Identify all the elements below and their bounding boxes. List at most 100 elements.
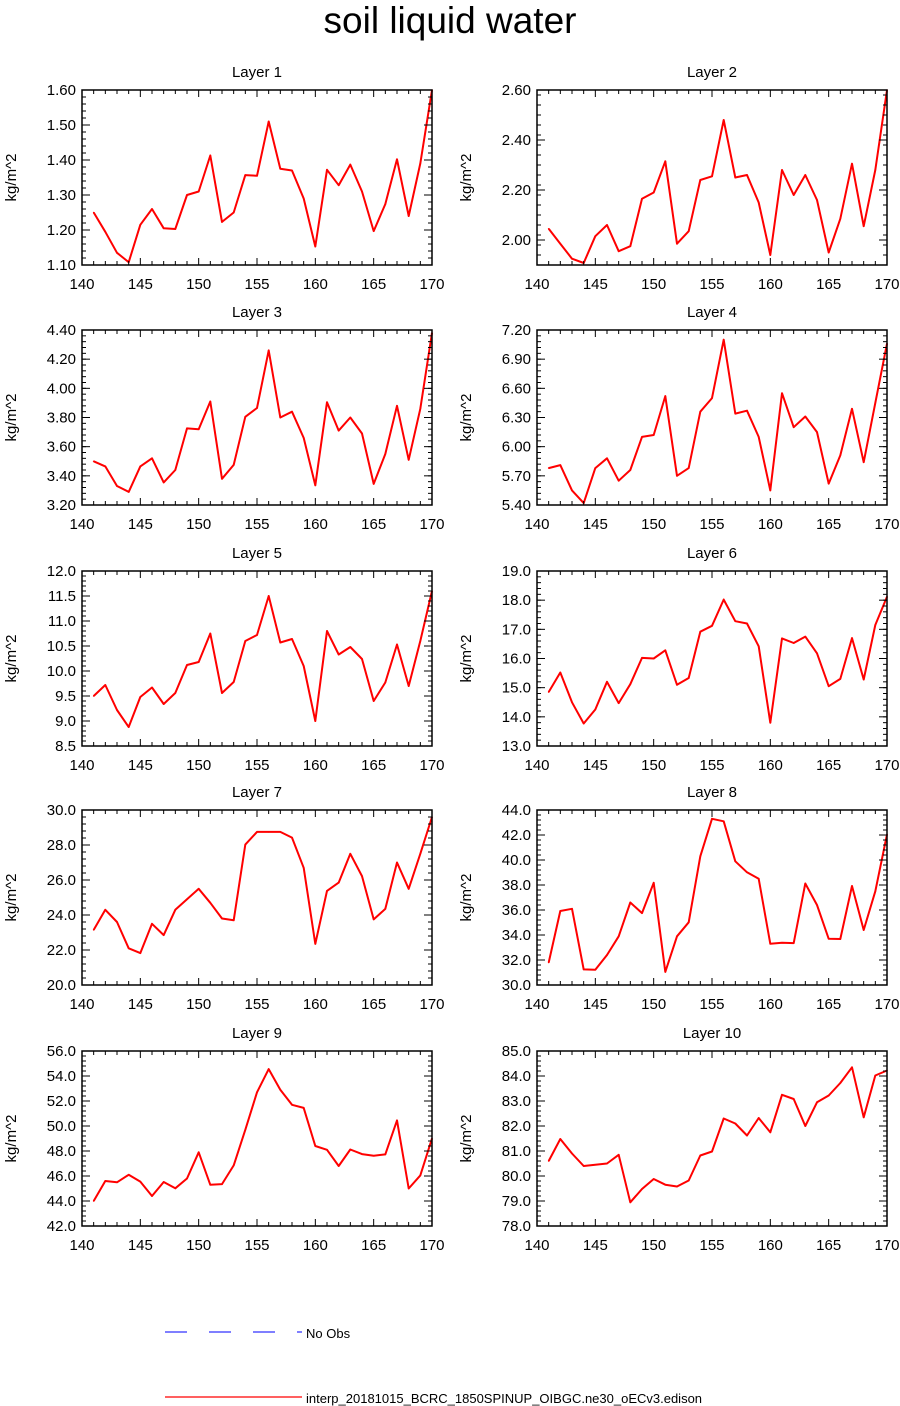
y-tick-label: 18.0 bbox=[502, 592, 531, 609]
y-tick-label: 52.0 bbox=[47, 1093, 76, 1110]
data-point bbox=[302, 437, 305, 439]
data-point bbox=[116, 251, 118, 254]
data-point bbox=[209, 154, 212, 157]
data-point bbox=[349, 1148, 352, 1151]
x-tick-label: 155 bbox=[244, 757, 269, 774]
panel-9: Layer 9 140 145 150 155 160 165 170 42.0 44.0 46.0… bbox=[3, 1025, 445, 1254]
data-point bbox=[349, 416, 352, 419]
data-point bbox=[221, 917, 223, 920]
x-tick-label: 155 bbox=[699, 1237, 724, 1254]
data-point bbox=[407, 1187, 410, 1190]
y-tick-label: 10.0 bbox=[47, 663, 76, 680]
data-point bbox=[559, 1138, 562, 1140]
data-point bbox=[151, 208, 153, 210]
data-point bbox=[757, 1117, 760, 1119]
data-point bbox=[326, 630, 328, 632]
plot-frame bbox=[536, 329, 888, 506]
y-tick-label: 9.5 bbox=[55, 688, 76, 705]
data-point bbox=[314, 720, 317, 722]
panel-8: Layer 8 140 145 150 155 160 165 170 30.0 32.0 34.0… bbox=[458, 784, 900, 1013]
x-tick-label: 170 bbox=[874, 996, 899, 1013]
y-tick-label: 14.0 bbox=[502, 709, 531, 726]
data-point bbox=[547, 691, 550, 693]
data-point bbox=[874, 402, 877, 404]
data-point bbox=[127, 1173, 130, 1176]
data-point bbox=[746, 174, 748, 176]
data-point bbox=[652, 881, 655, 884]
data-point bbox=[547, 961, 550, 964]
data-point bbox=[256, 634, 258, 636]
data-point bbox=[687, 230, 690, 233]
data-point bbox=[151, 457, 153, 460]
panel-10: Layer 10 140 145 150 155 160 165 170 78.0 79.0 80.… bbox=[458, 1025, 900, 1254]
x-tick-label: 170 bbox=[874, 757, 899, 774]
data-point bbox=[186, 664, 188, 666]
x-tick-label: 170 bbox=[419, 1237, 444, 1254]
x-tick-label: 165 bbox=[361, 516, 386, 533]
data-line bbox=[93, 590, 433, 728]
data-point bbox=[419, 1174, 422, 1177]
data-point bbox=[827, 251, 830, 254]
x-tick-label: 150 bbox=[641, 516, 666, 533]
data-point bbox=[816, 431, 818, 433]
data-point bbox=[862, 678, 865, 681]
data-point bbox=[314, 484, 317, 487]
y-tick-label: 54.0 bbox=[47, 1068, 76, 1085]
data-point bbox=[209, 901, 212, 904]
data-point bbox=[804, 174, 807, 176]
data-point bbox=[594, 1163, 597, 1166]
data-point bbox=[372, 1154, 375, 1157]
data-point bbox=[361, 658, 363, 660]
data-point bbox=[127, 491, 130, 493]
data-point bbox=[244, 174, 247, 176]
y-axis-label: kg/m^2 bbox=[458, 154, 475, 202]
y-tick-label: 9.0 bbox=[55, 713, 76, 730]
y-tick-label: 50.0 bbox=[47, 1118, 76, 1135]
data-point bbox=[419, 162, 422, 165]
data-point bbox=[652, 657, 655, 660]
y-axis-label: kg/m^2 bbox=[458, 874, 475, 922]
data-point bbox=[781, 941, 783, 944]
y-tick-label: 56.0 bbox=[47, 1043, 76, 1060]
data-point bbox=[116, 1181, 118, 1184]
data-point bbox=[711, 817, 713, 820]
x-tick-label: 140 bbox=[69, 276, 94, 293]
data-point bbox=[746, 409, 748, 412]
data-point bbox=[92, 460, 95, 463]
data-point bbox=[641, 657, 643, 659]
x-tick-label: 145 bbox=[128, 276, 153, 293]
y-tick-label: 38.0 bbox=[502, 877, 531, 894]
y-tick-label: 22.0 bbox=[47, 942, 76, 959]
y-tick-label: 44.0 bbox=[47, 1193, 76, 1210]
data-point bbox=[221, 1183, 223, 1185]
data-point bbox=[746, 871, 748, 874]
x-tick-label: 150 bbox=[641, 757, 666, 774]
plot-frame bbox=[536, 89, 888, 266]
data-point bbox=[804, 635, 807, 638]
data-point bbox=[839, 938, 842, 940]
x-tick-label: 145 bbox=[128, 996, 153, 1013]
panel-4: Layer 4 140 145 150 155 160 165 170 5.40 5.70 6.00… bbox=[458, 304, 900, 533]
y-tick-label: 2.60 bbox=[502, 82, 531, 99]
data-point bbox=[244, 415, 247, 418]
data-point bbox=[139, 223, 142, 226]
data-point bbox=[676, 1185, 678, 1188]
data-point bbox=[372, 700, 375, 702]
data-point bbox=[816, 199, 818, 201]
data-point bbox=[862, 1116, 865, 1119]
data-point bbox=[781, 392, 783, 394]
data-point bbox=[664, 395, 667, 397]
data-point bbox=[256, 407, 258, 409]
y-tick-label: 4.40 bbox=[47, 322, 76, 339]
x-tick-label: 165 bbox=[816, 276, 841, 293]
data-point bbox=[267, 120, 270, 123]
panel-title: Layer 9 bbox=[232, 1025, 282, 1042]
y-tick-label: 48.0 bbox=[47, 1143, 76, 1160]
data-point bbox=[617, 1153, 620, 1156]
data-point bbox=[291, 169, 293, 172]
data-point bbox=[279, 416, 282, 419]
data-point bbox=[769, 721, 772, 724]
data-point bbox=[571, 907, 573, 910]
data-point bbox=[174, 1187, 177, 1190]
x-tick-label: 145 bbox=[583, 276, 608, 293]
